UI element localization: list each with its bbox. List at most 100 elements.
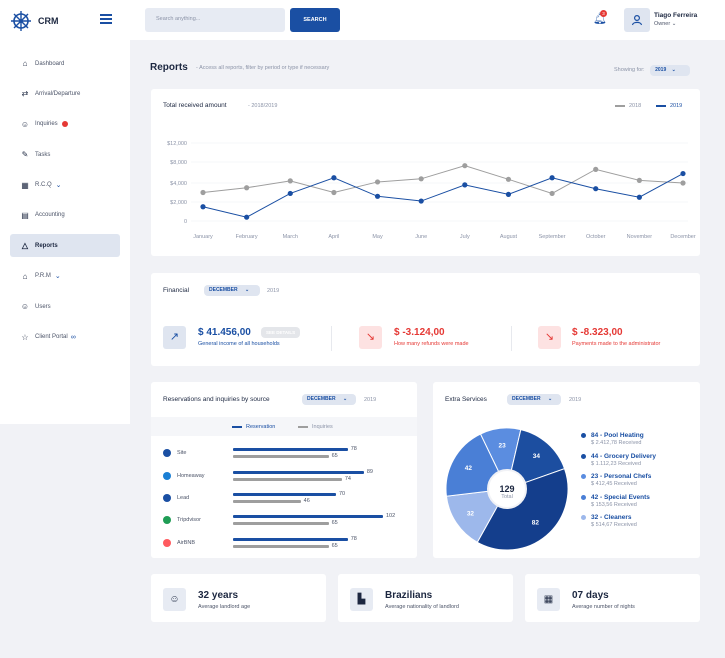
data-point[interactable] <box>549 190 555 197</box>
sidebar-item-label: Inquiries <box>35 121 58 128</box>
source-label: AirBNB <box>163 538 233 547</box>
y-tick-label: $12,000 <box>167 141 187 147</box>
data-point[interactable] <box>636 177 642 183</box>
sidebar-item-inquiries[interactable]: ☺ Inquiries <box>10 113 120 136</box>
data-point[interactable] <box>287 190 293 197</box>
donut-total-label: Total <box>501 494 513 500</box>
card-title: Reservations and inquiries by source <box>163 396 270 403</box>
legend-dot <box>581 515 586 521</box>
data-point[interactable] <box>549 175 555 181</box>
search-button[interactable]: SEARCH <box>290 8 340 32</box>
source-row: Tripdvisor 102 65 <box>163 509 413 531</box>
data-point[interactable] <box>418 176 424 182</box>
data-point[interactable] <box>462 163 468 169</box>
slice-label: 23 <box>499 442 507 449</box>
legend-label: Reservation <box>246 424 276 430</box>
sidebar-item-label: Tasks <box>35 151 51 158</box>
source-name: AirBNB <box>177 539 196 546</box>
donut-chart: 23 34 82 32 42 <box>445 427 569 551</box>
data-point[interactable] <box>200 204 206 210</box>
extra-service-name: 84 - Pool Heating <box>591 432 644 439</box>
data-point[interactable] <box>636 194 642 200</box>
reservation-bar <box>233 470 364 474</box>
menu-toggle-icon[interactable] <box>100 14 112 27</box>
data-point[interactable] <box>374 193 381 199</box>
source-row: Lead 70 46 <box>163 487 413 509</box>
extra-service-title: 44 - Grocery Delivery <box>581 453 696 460</box>
stat-text: Brazilians Average nationality of landlor… <box>385 590 459 610</box>
trend-down-icon: ↘ <box>538 326 561 349</box>
inquiries-value: 65 <box>331 453 338 460</box>
sidebar-item-tasks[interactable]: ✎ Tasks <box>10 143 120 166</box>
data-point[interactable] <box>505 176 512 182</box>
x-tick-label: May <box>372 234 383 240</box>
users-icon: ☺ <box>20 302 30 312</box>
donut-total: 129 <box>499 484 515 494</box>
trend-up-icon: ↗ <box>163 326 186 349</box>
extra-service-title: 23 - Personal Chefs <box>581 473 696 480</box>
search-input[interactable]: Search anything... <box>145 8 285 32</box>
sidebar-item-accounting[interactable]: ▤ Accounting <box>10 204 120 227</box>
source-icon <box>163 516 171 525</box>
reservation-value: 70 <box>338 490 346 497</box>
x-tick-label: August <box>500 234 518 240</box>
house-icon: ⌂ <box>22 271 28 281</box>
sidebar-item-client-portal[interactable]: ☆ Client Portal ∞ <box>10 326 120 349</box>
showing-label: Showing for: <box>614 67 645 73</box>
data-point[interactable] <box>462 182 468 188</box>
month-select[interactable]: DECEMBER ⌄ <box>507 394 561 405</box>
year-select[interactable]: 2019 ⌄ <box>650 65 691 76</box>
data-point[interactable] <box>200 189 206 196</box>
data-point[interactable] <box>593 186 599 192</box>
month-select[interactable]: DECEMBER ⌄ <box>302 394 356 405</box>
inquiries-bar <box>233 455 329 459</box>
data-point[interactable] <box>680 170 686 177</box>
data-point[interactable] <box>680 180 686 186</box>
data-point[interactable] <box>505 191 512 197</box>
user-name: Tiago Ferreira <box>654 12 698 19</box>
legend-2019: 2019 <box>656 103 682 109</box>
sidebar-item-dashboard[interactable]: ⌂ Dashboard <box>10 52 120 75</box>
slice-label: 82 <box>532 520 540 527</box>
source-bars: 78 65 <box>233 535 357 549</box>
chevron-down-icon: ⌄ <box>54 273 61 281</box>
data-point[interactable] <box>374 179 381 185</box>
avatar[interactable] <box>624 8 650 32</box>
stat-value: 32 years <box>198 590 239 601</box>
sidebar-item-reports[interactable]: △ Reports <box>10 234 120 258</box>
source-bars: 78 65 <box>233 446 357 460</box>
legend-2018: 2018 <box>615 103 641 109</box>
user-icon <box>631 14 643 26</box>
see-details-button[interactable]: SEE DETAILS <box>261 327 301 338</box>
financial-value: $ 41.456,00 <box>198 327 251 338</box>
y-tick-label: $4,000 <box>170 181 187 187</box>
extra-service-title: 84 - Pool Heating <box>581 432 696 439</box>
reservation-value: 78 <box>350 535 357 542</box>
y-tick-label: $2,000 <box>170 200 187 206</box>
data-point[interactable] <box>244 185 250 191</box>
sidebar-item-label: Accounting <box>35 212 65 219</box>
sidebar-item-rcq[interactable]: ▦ R.C.Q ⌄ <box>10 174 120 197</box>
data-point[interactable] <box>244 214 250 220</box>
calendar-icon: ▦ <box>21 180 29 190</box>
legend-label: Inquiries <box>312 424 333 430</box>
data-point[interactable] <box>593 166 599 172</box>
calculator-icon: ▤ <box>21 210 29 220</box>
data-point[interactable] <box>331 189 337 196</box>
month-select[interactable]: DECEMBER ⌄ <box>204 285 260 296</box>
financial-desc: General income of all households <box>198 341 280 347</box>
alert-badge <box>61 121 68 128</box>
data-point[interactable] <box>287 178 293 184</box>
ship-wheel-icon <box>11 11 31 31</box>
user-role[interactable]: Owner ⌄ <box>654 21 676 27</box>
sidebar-item-prm[interactable]: ⌂ P.R.M ⌄ <box>10 265 120 288</box>
sidebar-item-arrival-departure[interactable]: ⇄ Arrival/Departure <box>10 82 120 105</box>
chevron-down-icon: ⌄ <box>343 396 348 402</box>
data-point[interactable] <box>418 198 424 204</box>
x-tick-label: July <box>460 234 470 240</box>
data-point[interactable] <box>331 175 337 181</box>
sidebar-item-users[interactable]: ☺ Users <box>10 295 120 318</box>
logo[interactable]: CRM <box>10 10 59 32</box>
y-tick-label: $8,000 <box>170 160 187 166</box>
sidebar-item-label: Client Portal <box>35 334 68 341</box>
